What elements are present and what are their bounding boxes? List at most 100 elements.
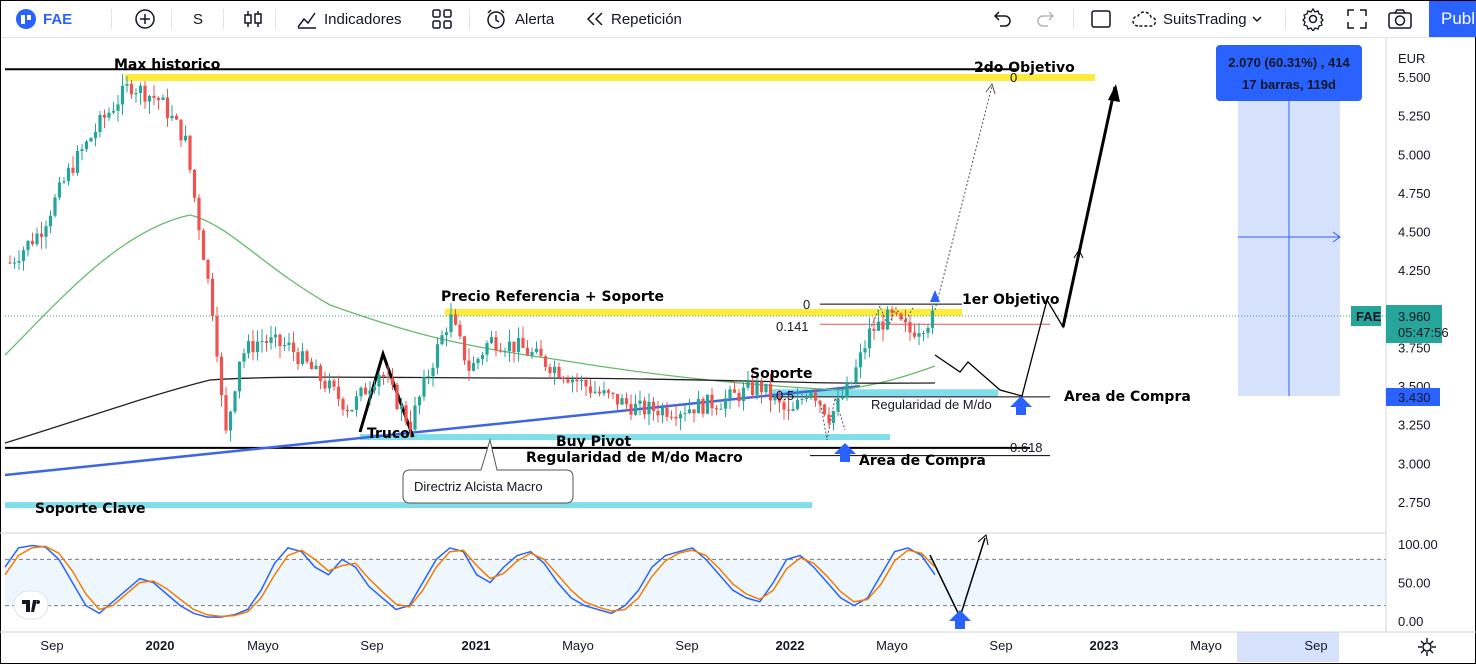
label-fib-0141: 0.141 [776,319,809,334]
candle-body [885,309,890,330]
candle-body [777,396,782,403]
gear-icon [1302,7,1324,31]
measure-arrow [1332,231,1341,243]
price-tick: 3.000 [1398,456,1431,471]
chevron-down-icon [1252,16,1262,23]
candle-body [26,240,30,251]
tradingview-logo-icon [13,590,49,620]
snapshot-button[interactable] [1387,1,1413,37]
symbol-search[interactable]: FAE [15,1,72,37]
undo-button[interactable] [991,1,1013,37]
candle-body [17,260,21,263]
candle-body [57,182,62,198]
candle-body [840,397,845,399]
layouts-button[interactable] [431,1,453,37]
candle-body [746,382,750,388]
candle-body [696,398,701,414]
time-tick: 2022 [776,638,805,653]
price-tick: 5.500 [1398,70,1431,85]
publish-button[interactable]: Publ [1429,1,1476,37]
time-range-highlight [1237,632,1339,662]
layout-name: SuitsTrading [1163,10,1247,28]
candle-body [84,141,89,150]
oscillator-projection-arrow [977,534,989,546]
candle-body [566,379,570,383]
candle-body [138,85,143,94]
last-price-text: 3.960 [1398,309,1431,324]
candle-body [233,391,237,412]
candle-body [309,361,314,370]
oscillator-band [5,559,1386,606]
symbol-tag-text: FAE [1356,309,1382,324]
candle-body [579,379,584,382]
interval-button[interactable]: S [193,1,203,37]
compare-button[interactable] [134,1,156,37]
label-soporte: Soporte [750,366,812,382]
fullscreen-select-button[interactable] [1090,1,1112,37]
time-tick: Sep [1304,638,1327,653]
candle-body [48,215,53,227]
chart-type-button[interactable] [243,1,263,37]
candle-body [66,167,71,182]
candle-body [143,85,147,102]
label-fib-0: 0 [803,297,810,312]
candle-body [854,367,858,383]
candle-body [116,104,120,111]
candles-icon [244,11,262,27]
candle-body [917,333,921,337]
candle-body [228,411,233,431]
gear-hub [1422,642,1432,652]
cloud-icon [1132,11,1157,27]
candle-body [260,341,264,343]
alert-button[interactable]: Alerta [485,1,554,37]
square-icon [1091,10,1111,28]
countdown-text: 05:47:56 [1398,325,1449,340]
oscillator-tick: 0.00 [1398,614,1423,629]
time-tick: Mayo [876,638,908,653]
label-truco: Truco [367,426,410,442]
candle-body [818,400,822,405]
label-soporte-clave: Soporte Clave [35,501,145,517]
candle-body [75,151,80,173]
candle-body [926,327,930,333]
candle-body [714,408,719,410]
candle-body [921,332,926,334]
indicators-button[interactable]: Indicadores [296,1,402,37]
projection-arrow-head [1108,84,1120,102]
replay-button[interactable]: Repetición [585,1,682,37]
candle-body [831,411,836,423]
candle-body [296,352,300,365]
candle-body [836,398,840,412]
candle-body [660,407,665,416]
candle-body [647,401,651,415]
time-tick: Mayo [247,638,279,653]
candle-body [489,337,494,344]
axis-settings-gear-icon[interactable] [1418,638,1436,656]
currency-label[interactable]: EUR [1398,51,1425,66]
buy-arrow-1 [1010,396,1032,415]
settings-button[interactable] [1301,1,1325,37]
candle-body [548,366,552,374]
candle-body [786,409,791,411]
candle-body [912,332,917,337]
candle-body [273,334,278,338]
candle-body [552,366,557,374]
candle-body [629,404,633,415]
candle-body [575,379,579,382]
candle-body [417,396,422,406]
candle-body [791,408,795,411]
label-area-compra-1: Area de Compra [1064,389,1191,405]
candle-body [570,379,575,383]
candle-body [485,343,489,355]
candle-body [147,95,152,102]
support-zone [770,389,998,397]
ma-black-line [4,376,936,444]
redo-button[interactable] [1035,1,1057,37]
layout-save-button[interactable]: SuitsTrading [1131,1,1267,37]
label-regularidad-macro: Regularidad de M/do Macro [526,450,743,466]
candle-body [30,240,35,245]
fullscreen-button[interactable] [1346,1,1368,37]
candle-body [849,382,854,384]
candle-body [516,337,521,353]
